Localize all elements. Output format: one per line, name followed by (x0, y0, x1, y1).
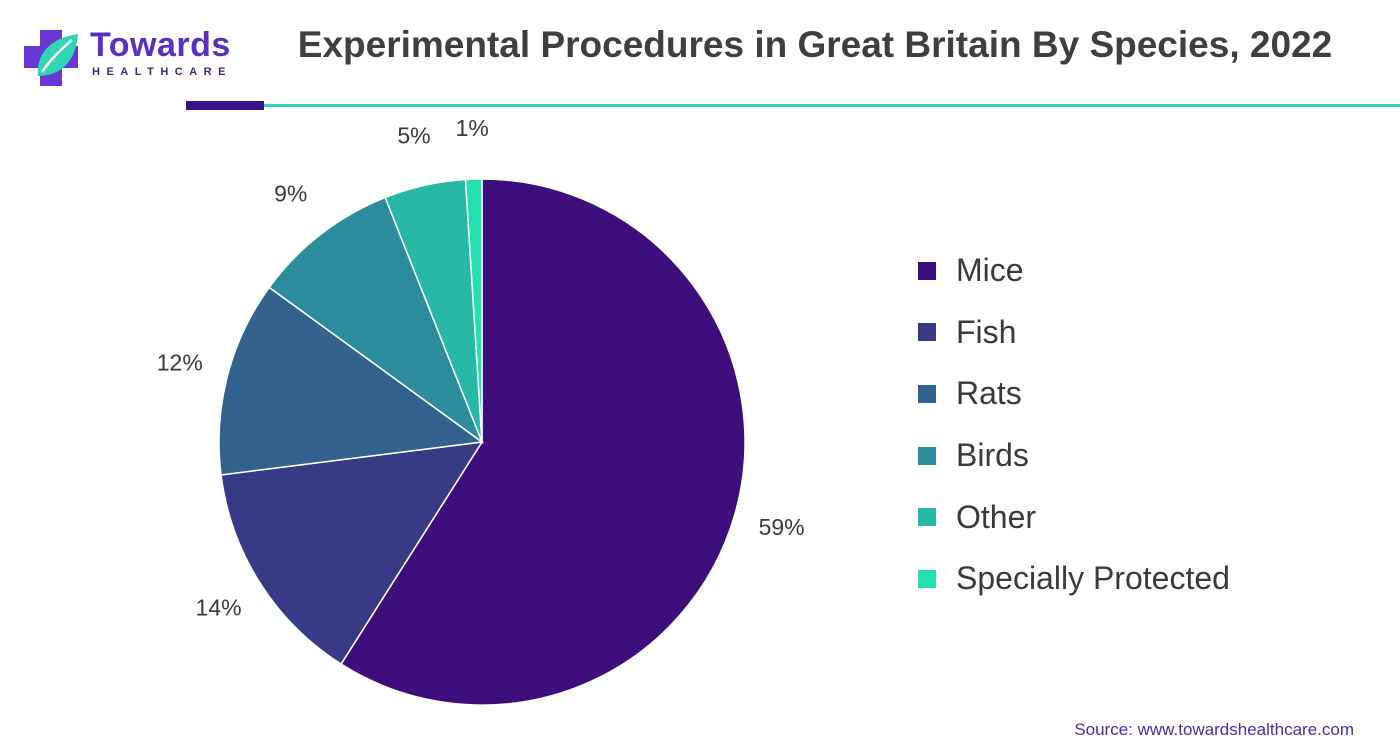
legend-item-other: Other (918, 486, 1230, 548)
pie-slice-birds (268, 196, 484, 445)
pie-slice-mice (340, 178, 746, 706)
brand-logo: Towards HEALTHCARE (20, 22, 240, 92)
pie-slice-rats (218, 286, 484, 476)
legend-swatch (918, 508, 936, 527)
pie-label-specially-protected: 1% (456, 120, 489, 141)
title-divider (264, 104, 1400, 107)
legend-swatch (918, 569, 936, 588)
pie-label-birds: 9% (274, 181, 307, 207)
legend-label: Specially Protected (956, 560, 1230, 597)
pie-slice-specially-protected (464, 178, 483, 443)
pie-chart: 59% 14% 12% 9% 5% 1% (157, 120, 805, 706)
legend-item-fish: Fish (918, 302, 1230, 364)
legend-label: Fish (956, 313, 1017, 350)
pie-label-mice: 59% (759, 514, 805, 540)
legend-item-mice: Mice (918, 240, 1230, 302)
chart-legend: Mice Fish Rats Birds Other Specially Protecte… (918, 240, 1230, 610)
brand-tagline: HEALTHCARE (92, 66, 232, 78)
source-note: Source: www.towardshealthcare.com (1074, 720, 1354, 739)
legend-swatch (918, 446, 936, 465)
pie-label-other: 5% (397, 123, 430, 149)
pie-label-fish: 14% (196, 594, 242, 620)
legend-label: Birds (956, 437, 1029, 474)
legend-item-specially-protected: Specially Protected (918, 548, 1230, 610)
legend-swatch (918, 323, 936, 342)
pie-label-rats: 12% (157, 349, 203, 375)
pie-slice-fish (220, 441, 484, 666)
legend-label: Other (956, 498, 1037, 535)
legend-swatch (918, 384, 936, 403)
legend-label: Rats (956, 375, 1022, 412)
legend-item-rats: Rats (918, 363, 1230, 425)
page-title: Experimental Procedures in Great Britain… (297, 24, 1333, 65)
medical-cross-leaf-icon (24, 30, 78, 86)
brand-name: Towards (90, 26, 231, 64)
legend-label: Mice (956, 252, 1024, 289)
legend-swatch (918, 261, 936, 280)
legend-item-birds: Birds (918, 425, 1230, 487)
title-accent-bar (186, 101, 264, 110)
